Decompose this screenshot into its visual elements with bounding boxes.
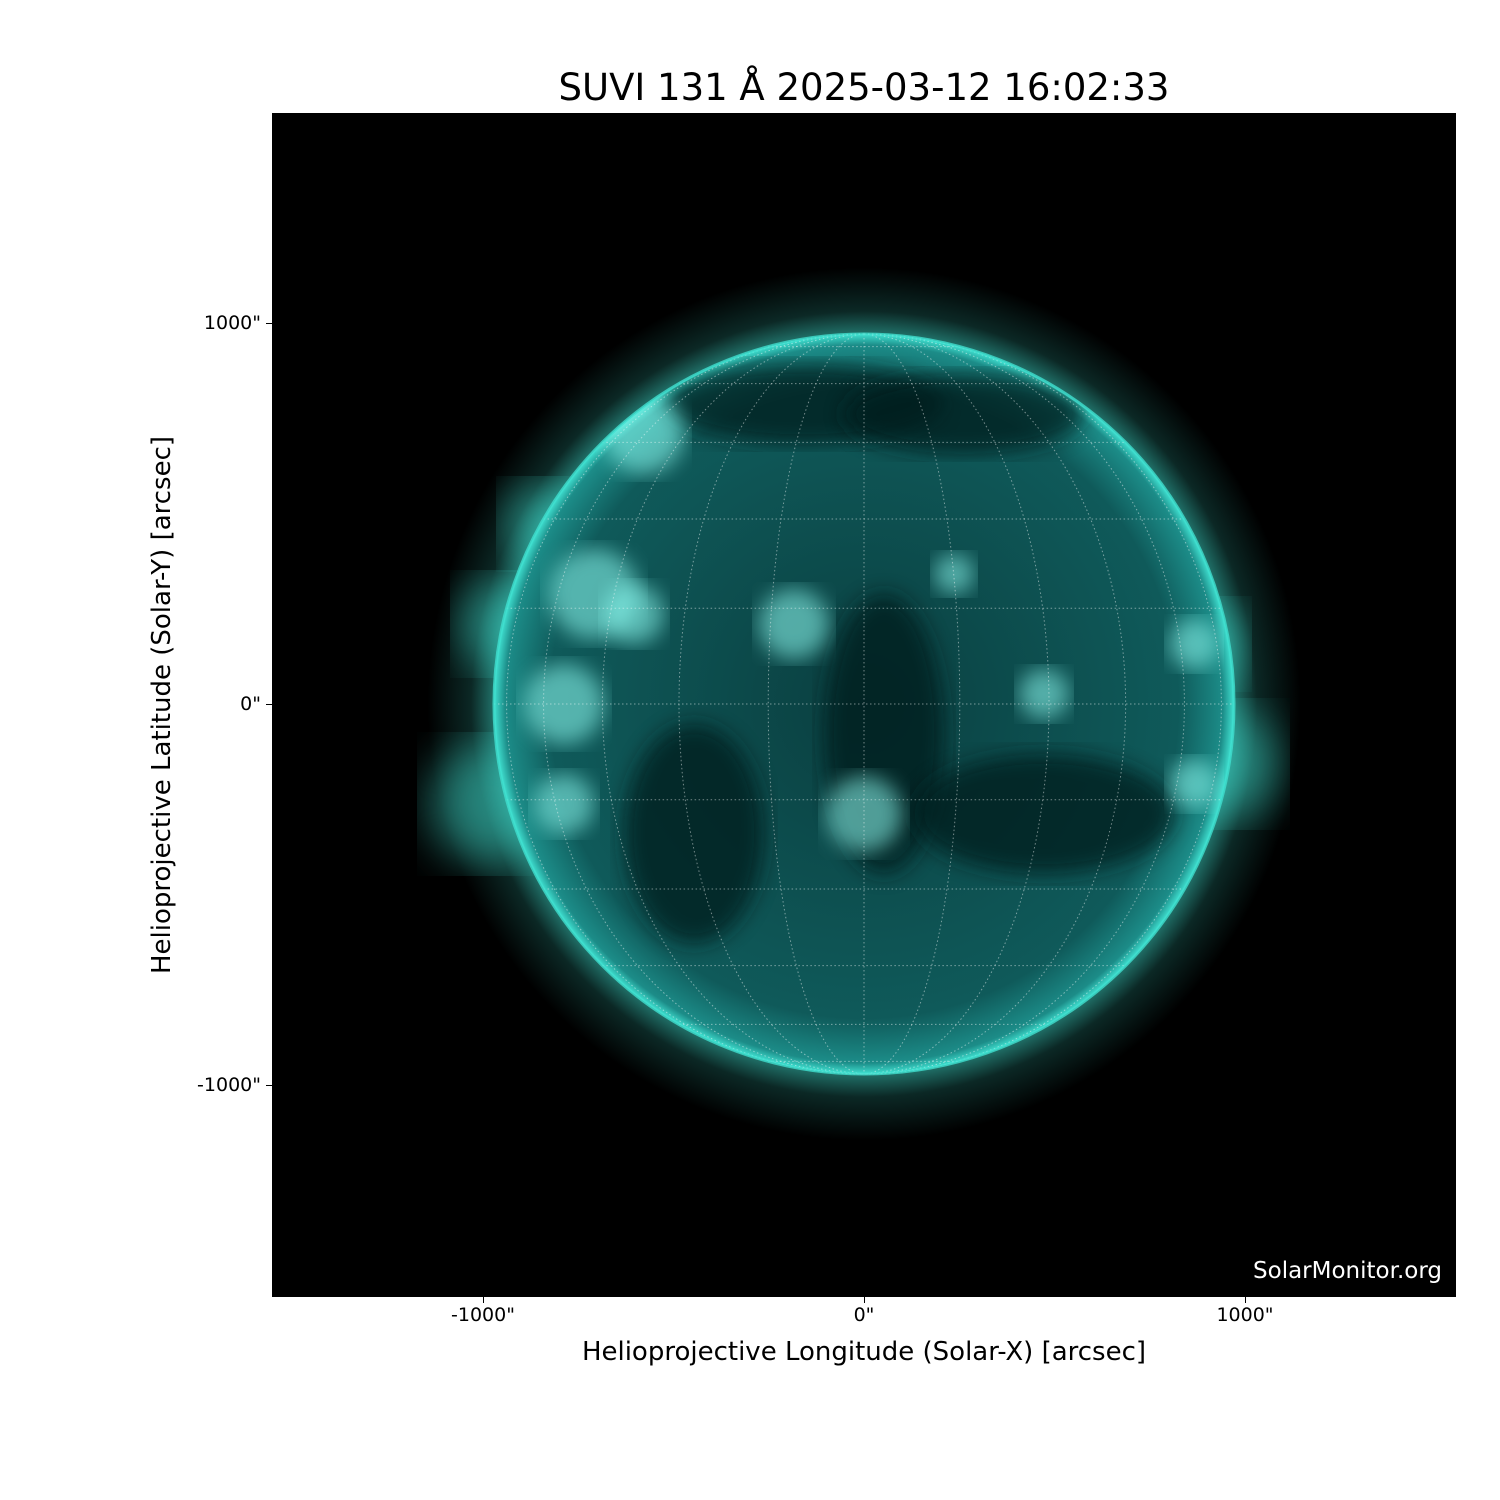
x-tick-mark [863,1297,865,1303]
longitude-line [863,333,1127,1075]
coronal-hole [624,724,764,944]
y-tick-mark [266,703,272,705]
active-region [759,589,829,659]
longitude-line [863,333,961,1075]
active-region [1169,619,1219,669]
disk-features [524,364,1219,944]
x-tick-label: -1000" [451,1304,515,1326]
longitude-line [543,333,865,1075]
longitude-line [863,333,1185,1075]
longitude-line [863,333,1050,1075]
coronal-hole [914,754,1174,874]
coronal-hole [844,374,1084,454]
y-tick-label: 0" [240,693,261,715]
x-tick-label: 0" [853,1304,875,1326]
x-tick-mark [1244,1297,1246,1303]
longitude-line [863,333,1222,1075]
active-region [604,584,664,644]
active-region [534,774,594,834]
x-tick-mark [482,1297,484,1303]
y-tick-mark [266,1084,272,1086]
x-axis-label: Helioprojective Longitude (Solar-X) [arc… [581,1337,1147,1367]
sun-image [427,267,1301,1141]
credit-watermark: SolarMonitor.org [1253,1258,1442,1284]
y-tick-mark [266,322,272,324]
active-region [524,664,604,744]
longitude-line [767,333,865,1075]
y-tick-label: 1000" [203,312,261,334]
heliographic-grid [494,333,1234,1075]
longitude-line [678,333,865,1075]
y-axis-label: Helioprojective Latitude (Solar-Y) [arcs… [147,435,177,975]
active-region [1169,759,1219,809]
y-tick-label: -1000" [197,1074,261,1096]
active-region [934,554,974,594]
solar-image-axes: SolarMonitor.org [272,113,1456,1297]
solar-limb [492,332,1236,1076]
plot-title: SUVI 131 Å 2025-03-12 16:02:33 [558,66,1170,109]
longitude-line [601,333,865,1075]
x-tick-label: 1000" [1216,1304,1274,1326]
longitude-line [506,333,865,1075]
active-region [1019,669,1069,719]
active-region [826,776,902,852]
